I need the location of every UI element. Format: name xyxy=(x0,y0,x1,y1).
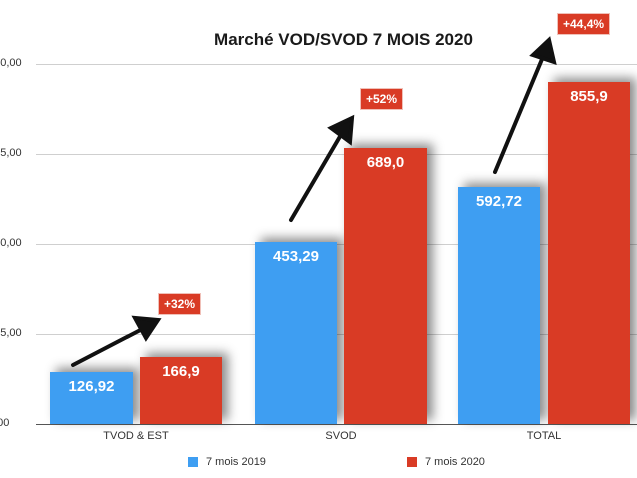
legend-label: 7 mois 2020 xyxy=(425,456,485,468)
x-category-label: TOTAL xyxy=(526,430,562,442)
gridline xyxy=(36,64,637,65)
arrow-head-icon xyxy=(327,114,355,146)
bar-value-label: 592,72 xyxy=(476,193,522,210)
y-tick-label: 900,00 xyxy=(0,57,22,69)
y-tick-label: 225,00 xyxy=(0,327,22,339)
bar-value-label: 689,0 xyxy=(366,154,405,171)
x-axis-line xyxy=(36,424,637,425)
chart-title: Marché VOD/SVOD 7 MOIS 2020 xyxy=(214,30,473,49)
bar-value-label: 453,29 xyxy=(273,248,319,265)
y-tick-label: 675,00 xyxy=(0,147,22,159)
arrow-icon xyxy=(493,50,547,174)
bar-value-label: 126,92 xyxy=(68,378,115,395)
legend-item-2019: 7 mois 2019 xyxy=(188,456,266,468)
arrow-icon xyxy=(71,323,152,367)
bar-value-label: 166,9 xyxy=(162,363,200,380)
bar-total-2019: 592,72 xyxy=(458,187,540,424)
legend-item-2020: 7 mois 2020 xyxy=(407,456,485,468)
legend-swatch-icon xyxy=(407,457,417,467)
growth-badge: +44,4% xyxy=(557,13,611,35)
arrow-head-icon xyxy=(529,36,557,66)
arrow-head-icon xyxy=(131,315,162,342)
arrow-icon xyxy=(289,126,347,222)
bar-svod-2020: 689,0 xyxy=(344,148,427,424)
legend-swatch-icon xyxy=(188,457,198,467)
bar-tvod-2020: 166,9 xyxy=(140,357,222,424)
bar-svod-2019: 453,29 xyxy=(255,242,337,424)
legend-label: 7 mois 2019 xyxy=(206,456,266,468)
growth-badge: +52% xyxy=(360,88,404,110)
gridline xyxy=(36,154,637,155)
growth-badge: +32% xyxy=(158,293,202,315)
bar-tvod-2019: 126,92 xyxy=(50,372,133,424)
bar-total-2020: 855,9 xyxy=(548,82,630,424)
bar-value-label: 855,9 xyxy=(570,88,608,105)
x-category-label: TVOD & EST xyxy=(103,430,169,442)
y-tick-label: 450,00 xyxy=(0,237,22,249)
y-tick-label: 0,00 xyxy=(0,417,10,429)
x-category-label: SVOD xyxy=(325,430,357,442)
